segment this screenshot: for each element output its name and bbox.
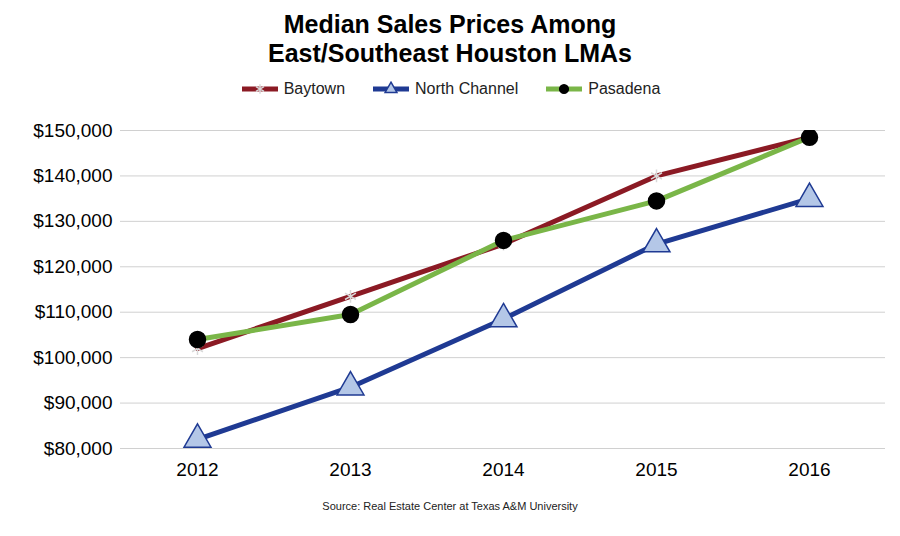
- svg-text:$120,000: $120,000: [33, 256, 112, 277]
- svg-text:$90,000: $90,000: [44, 392, 113, 413]
- html-text:Pasadena: Pasadena: [588, 80, 661, 97]
- svg-text:2015: 2015: [635, 459, 677, 480]
- svg-text:$140,000: $140,000: [33, 165, 112, 186]
- svg-text:$130,000: $130,000: [33, 210, 112, 231]
- svg-text:2013: 2013: [329, 459, 371, 480]
- svg-text:$150,000: $150,000: [33, 120, 112, 141]
- html-text:Median Sales Prices Among East: Median Sales Prices Among East/Southeast…: [268, 10, 632, 67]
- html-text:Source: Real Estate Center at: Source: Real Estate Center at Texas A&M …: [322, 500, 578, 512]
- svg-text:2016: 2016: [788, 459, 830, 480]
- svg-text:$80,000: $80,000: [44, 438, 113, 459]
- svg-text:2014: 2014: [482, 459, 525, 480]
- svg-text:2012: 2012: [176, 459, 218, 480]
- html-text:North Channel: North Channel: [415, 80, 519, 97]
- svg-text:$110,000: $110,000: [35, 301, 113, 322]
- svg-text:$100,000: $100,000: [33, 347, 112, 368]
- html-text:Baytown: Baytown: [283, 80, 346, 97]
